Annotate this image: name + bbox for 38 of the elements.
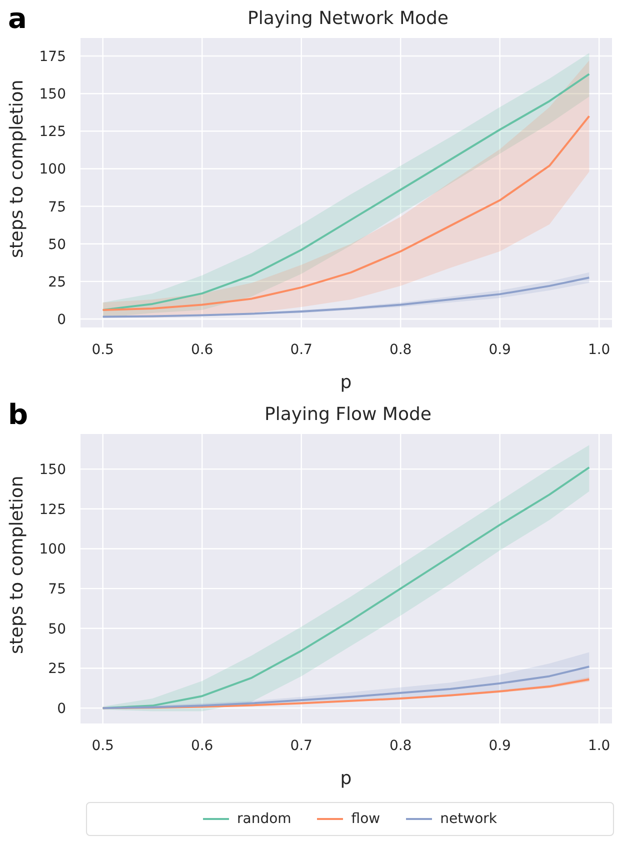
y-tick-label: 175	[39, 49, 66, 65]
y-axis-title: steps to completion	[6, 80, 28, 258]
y-tick-label: 100	[39, 162, 66, 178]
text: b	[8, 398, 28, 431]
y-tick-label: 75	[48, 199, 66, 216]
x-tick-label: 0.9	[488, 738, 511, 754]
y-tick-label: 150	[39, 462, 66, 478]
y-axis-title: steps to completion	[6, 476, 28, 654]
y-tick-label: 0	[57, 312, 66, 328]
y-tick-label: 50	[48, 621, 66, 638]
y-tick-label: 25	[48, 274, 66, 290]
x-tick-label: 0.5	[92, 342, 114, 358]
x-tick-label: 1.0	[588, 738, 610, 754]
x-tick-label: 0.6	[190, 738, 214, 754]
y-tick-label: 125	[39, 124, 66, 140]
y-tick-label: 75	[48, 582, 66, 598]
legend-label: flow	[350, 811, 380, 827]
x-tick-label: 0.7	[290, 738, 312, 754]
x-tick-label: 0.7	[290, 342, 312, 358]
legend-label: network	[439, 811, 497, 827]
x-axis-title: p	[340, 372, 352, 393]
y-tick-label: 50	[48, 236, 66, 253]
x-axis-title: p	[340, 768, 352, 789]
y-tick-label: 150	[39, 86, 66, 103]
y-tick-label: 0	[57, 701, 66, 718]
chart-title: Playing Network Mode	[247, 8, 448, 29]
x-tick-label: 0.5	[92, 738, 114, 754]
x-tick-label: 0.9	[488, 342, 511, 358]
x-tick-label: 1.0	[588, 342, 610, 358]
x-tick-label: 0.6	[190, 342, 214, 358]
legend-label: random	[236, 811, 292, 827]
x-tick-label: 0.8	[389, 342, 412, 358]
chart-title: Playing Flow Mode	[264, 404, 432, 425]
y-tick-label: 25	[48, 661, 66, 678]
x-tick-label: 0.8	[389, 738, 412, 754]
text: a	[8, 2, 27, 35]
y-tick-label: 100	[39, 542, 66, 558]
y-tick-label: 125	[39, 502, 66, 518]
